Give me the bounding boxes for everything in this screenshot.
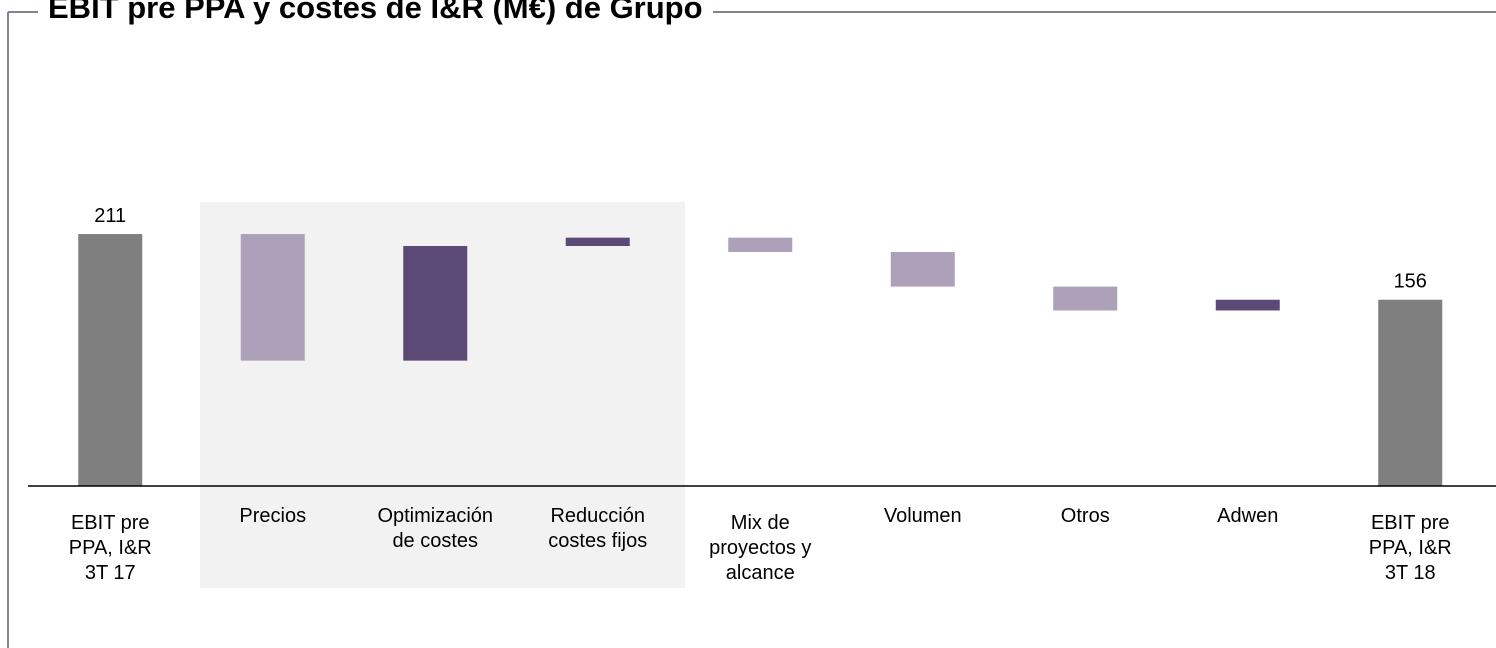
data-label: 211 xyxy=(94,205,126,227)
x-tick-label: Otros xyxy=(1060,505,1110,527)
bar xyxy=(1053,286,1118,311)
x-tick-label: Adwen xyxy=(1217,505,1279,527)
data-label: 156 xyxy=(1394,271,1427,293)
x-tick-label: Mix de proyectos y alcance xyxy=(709,512,812,584)
chart-title: EBIT pre PPA y costes de I&R (M€) de Gru… xyxy=(38,0,713,26)
x-tick-label: Reducción costes fijos xyxy=(548,505,648,552)
bar xyxy=(728,237,793,252)
x-tick-label: Optimización de costes xyxy=(377,505,494,552)
bar xyxy=(890,251,955,287)
bar xyxy=(403,246,468,361)
x-tick-label: Volumen xyxy=(883,505,962,527)
bar xyxy=(1378,299,1443,486)
bar xyxy=(240,234,305,361)
x-tick-label: EBIT pre PPA, I&R 3T 17 xyxy=(68,512,152,584)
bar xyxy=(1215,299,1280,311)
bar xyxy=(78,234,143,486)
x-tick-label: Precios xyxy=(239,505,307,527)
bar xyxy=(565,237,630,247)
x-tick-label: EBIT pre PPA, I&R 3T 18 xyxy=(1368,512,1452,584)
